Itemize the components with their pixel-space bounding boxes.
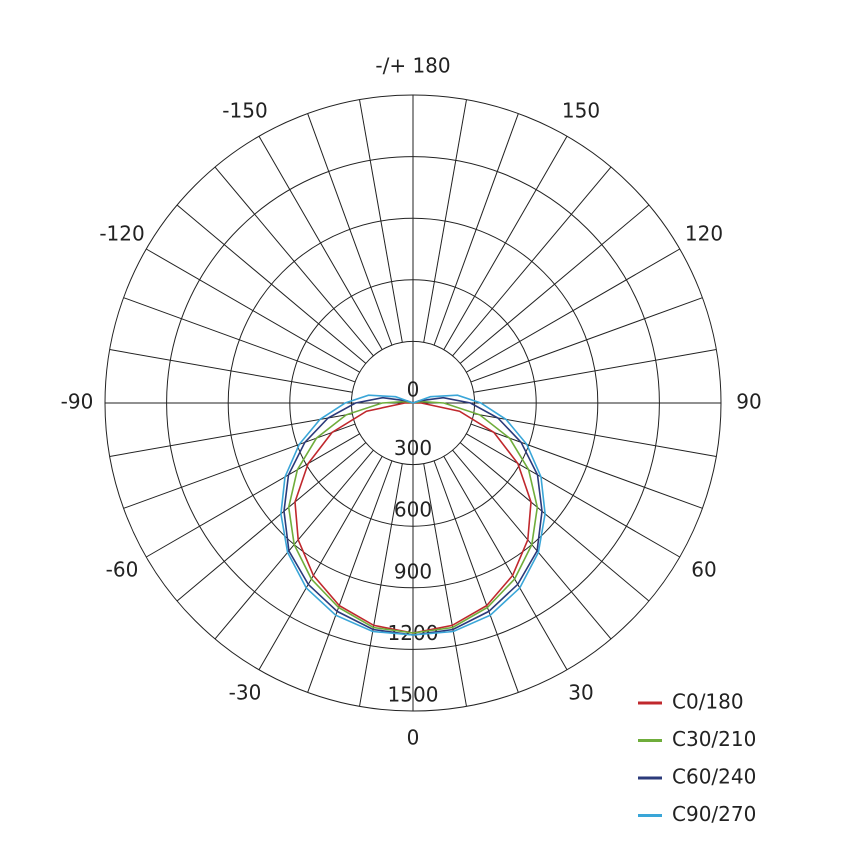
- theta-tick-label: 150: [562, 99, 600, 123]
- grid-spoke: [214, 166, 374, 357]
- legend-label: C0/180: [672, 690, 744, 714]
- r-tick-label: 1500: [388, 683, 439, 707]
- r-tick-label: 0: [407, 378, 420, 402]
- theta-tick-label: -60: [106, 558, 139, 582]
- grid-spoke: [470, 297, 703, 383]
- grid-spoke: [123, 423, 356, 509]
- grid-spoke: [176, 442, 367, 602]
- grid-spoke: [443, 456, 568, 670]
- grid-spoke: [109, 413, 353, 457]
- grid-spoke: [307, 460, 393, 693]
- grid-spoke: [459, 442, 650, 602]
- grid-spoke: [473, 413, 717, 457]
- grid-spoke: [466, 248, 680, 373]
- grid-spoke: [109, 349, 353, 393]
- grid-spoke: [176, 204, 367, 364]
- theta-tick-label: 0: [407, 726, 420, 750]
- theta-tick-label: -150: [222, 99, 267, 123]
- grid-spoke: [452, 166, 612, 357]
- grid-spoke: [459, 204, 650, 364]
- grid-spoke: [146, 433, 360, 558]
- grid-spoke: [470, 423, 703, 509]
- grid-spoke: [433, 113, 519, 346]
- grid-spoke: [307, 113, 393, 346]
- legend-label: C60/240: [672, 765, 756, 789]
- theta-tick-label: 60: [691, 558, 716, 582]
- intensity-curve: [287, 400, 539, 634]
- theta-tick-label: 120: [685, 222, 723, 246]
- grid-spoke: [473, 349, 717, 393]
- grid-spoke: [443, 136, 568, 350]
- legend-label: C30/210: [672, 727, 756, 751]
- grid-spoke: [359, 99, 403, 343]
- grid-spoke: [359, 463, 403, 707]
- theta-tick-label: -90: [61, 390, 94, 414]
- grid-spoke: [123, 297, 356, 383]
- grid-spoke: [258, 136, 383, 350]
- grid-spoke: [423, 99, 467, 343]
- theta-tick-label: 30: [568, 680, 593, 704]
- grid-spoke: [258, 456, 383, 670]
- r-tick-label: 600: [394, 498, 432, 522]
- grid-spoke: [423, 463, 467, 707]
- theta-tick-label: 90: [736, 390, 761, 414]
- grid-spoke: [146, 248, 360, 373]
- legend-label: C90/270: [672, 802, 756, 826]
- theta-tick-label: -120: [99, 222, 144, 246]
- r-tick-label: 300: [394, 436, 432, 460]
- grid-spoke: [466, 433, 680, 558]
- theta-tick-label: -30: [229, 680, 262, 704]
- theta-tick-label: -/+ 180: [375, 54, 450, 78]
- r-tick-label: 900: [394, 559, 432, 583]
- grid-spoke: [433, 460, 519, 693]
- intensity-curve: [280, 394, 546, 636]
